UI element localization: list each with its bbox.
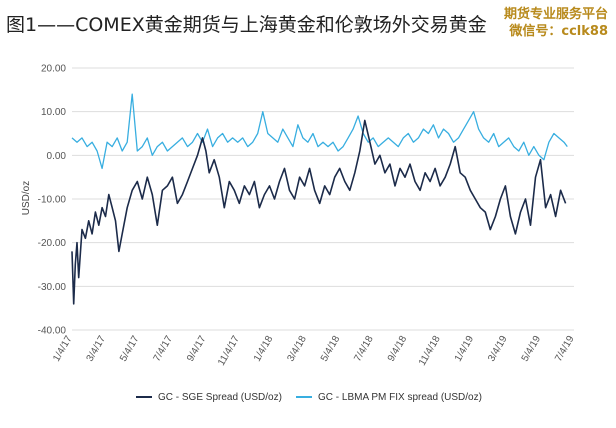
x-tick-label: 5/4/17 [118, 334, 142, 364]
x-tick-label: 3/4/18 [285, 334, 309, 364]
x-tick-label: 11/4/17 [216, 334, 242, 368]
y-axis-label: USD/oz [21, 181, 32, 215]
x-tick-label: 1/4/19 [453, 334, 477, 364]
y-tick-label: -30.00 [38, 282, 67, 293]
y-tick-label: -10.00 [38, 195, 67, 206]
series-line-lbma [71, 93, 568, 170]
y-tick-label: 0.00 [47, 151, 67, 162]
x-tick-label: 3/4/17 [85, 334, 109, 364]
x-tick-label: 1/4/18 [252, 334, 276, 364]
chart-title: 图1——COMEX黄金期货与上海黄金和伦敦场外交易黄金 [6, 14, 487, 36]
x-tick-label: 7/4/19 [553, 334, 577, 364]
watermark: 期货专业服务平台 微信号：cclk88 [504, 6, 608, 40]
y-tick-label: -20.00 [38, 238, 67, 249]
watermark-line-2: 微信号：cclk88 [509, 24, 608, 39]
x-tick-label: 9/4/17 [185, 334, 209, 364]
gridlines [72, 67, 574, 331]
x-tick-label: 5/4/18 [319, 334, 343, 364]
x-tick-label: 9/4/18 [386, 334, 410, 364]
y-tick-label: 10.00 [41, 107, 66, 118]
x-tick-label: 1/4/17 [51, 334, 75, 364]
x-tick-label: 5/4/19 [520, 334, 544, 364]
x-tick-label: 11/4/18 [417, 334, 443, 368]
y-tick-label: -40.00 [38, 326, 67, 337]
watermark-line-1: 期货专业服务平台 [503, 7, 608, 22]
x-tick-label: 3/4/19 [486, 334, 510, 364]
x-tick-labels: 1/4/17 3/4/17 5/4/17 7/4/17 9/4/17 11/4/17 1/4… [51, 334, 577, 368]
series-line-sge [71, 119, 567, 305]
y-tick-labels: 20.00 10.00 0.00 -10.00 -20.00 -30.00 -40.00 [38, 64, 67, 337]
legend-label-sge: GC - SGE Spread (USD/oz) [158, 392, 282, 403]
legend: GC - SGE Spread (USD/oz) GC - LBMA PM FI… [136, 392, 482, 403]
y-tick-label: 20.00 [41, 64, 66, 75]
x-tick-label: 7/4/18 [352, 334, 376, 364]
legend-label-lbma: GC - LBMA PM FIX spread (USD/oz) [318, 392, 482, 403]
series-lines [71, 93, 568, 305]
x-tick-label: 7/4/17 [152, 334, 176, 364]
